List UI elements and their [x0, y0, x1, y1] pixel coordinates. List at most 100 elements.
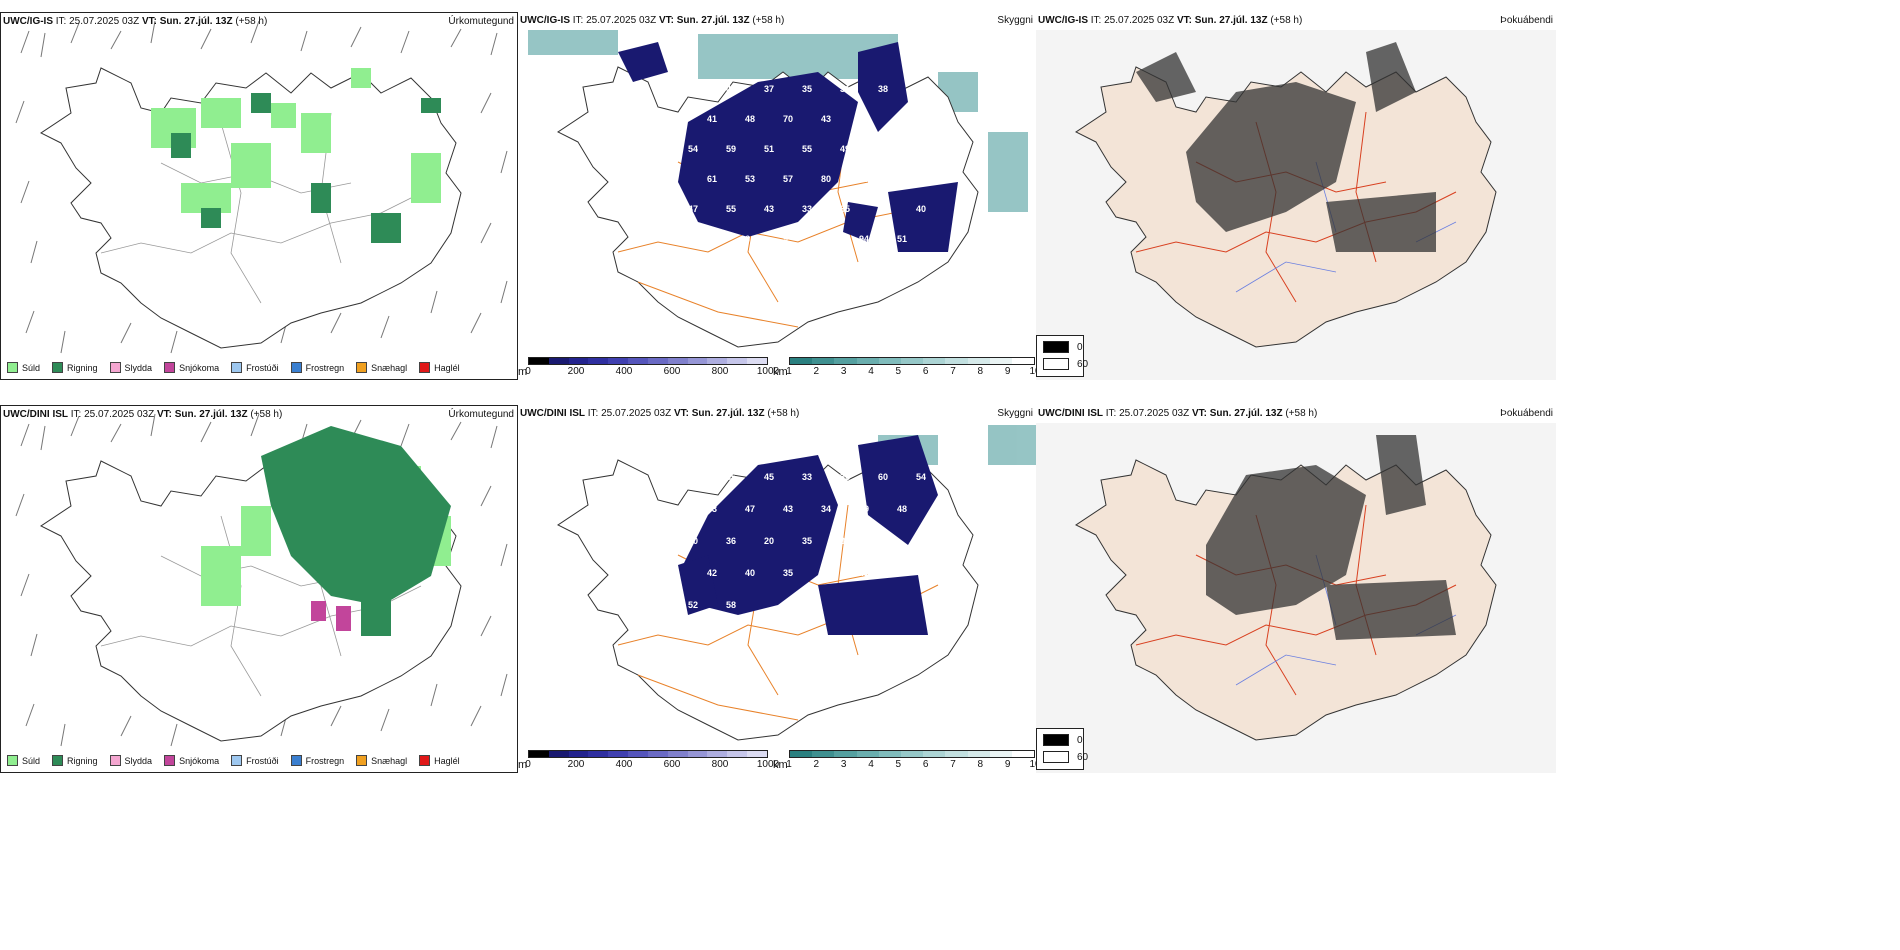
legend-swatch: [231, 755, 243, 766]
cloud-base-areas: [678, 435, 938, 635]
cloud-base-label: 100: [935, 504, 950, 514]
legend-item: Slydda: [109, 362, 152, 373]
colorbar-swatch: [812, 751, 835, 757]
colorbar-tick: 200: [567, 366, 585, 377]
cloud-base-label: 39: [935, 174, 945, 184]
legend-item: Súld: [7, 362, 40, 373]
colorbar-swatch: [529, 358, 549, 364]
precip-map: [15, 20, 508, 354]
precip-map: [15, 413, 508, 747]
cloud-base-label: 31: [840, 84, 850, 94]
cloud-base-label: 65: [878, 144, 888, 154]
colorbar-swatch: [568, 751, 589, 757]
panel-title: UWC/DINI ISL IT: 25.07.2025 03Z VT: Sun.…: [520, 408, 800, 419]
legend-swatch: [52, 755, 64, 766]
colorbar-swatch: [568, 358, 589, 364]
colorbar-swatch: [945, 358, 968, 364]
cloud-base-label: 53: [745, 174, 755, 184]
cloud-base-label: 68: [916, 536, 926, 546]
cloud-base-label: 55: [802, 144, 812, 154]
cloud-base-label: 33: [802, 204, 812, 214]
colorbar-swatch: [967, 358, 990, 364]
colorbar-tick: 5: [895, 759, 902, 770]
legend-item: Slydda: [109, 755, 152, 766]
colorbar-tick: 400: [615, 366, 633, 377]
visibility-ticks: 1 2 3 4 5 6 7 8 9 10: [786, 759, 1036, 773]
colorbar-tick: 9: [1004, 759, 1011, 770]
colorbar-tick: 8: [977, 366, 984, 377]
cloud-base-label: 55: [688, 84, 698, 94]
colorbar-swatch: [529, 751, 549, 757]
legend-swatch: [419, 362, 431, 373]
colorbar-tick: 4: [868, 759, 874, 770]
legend-item: Haglél: [419, 755, 460, 766]
cloud-base-label: 35: [840, 204, 850, 214]
panel-title: UWC/IG-IS IT: 25.07.2025 03Z VT: Sun. 27…: [3, 16, 268, 27]
colorbar-swatch: [856, 358, 879, 364]
colorbar-swatch: [989, 751, 1012, 757]
legend-item: Súld: [7, 755, 40, 766]
cloud-base-label: 45: [707, 234, 717, 244]
precip-legend: Súld Rigning Slydda Snjókoma Frostúði Fr…: [7, 755, 460, 766]
colorbar-swatch: [608, 751, 629, 757]
visibility-ticks: 1 2 3 4 5 6 7 8 9 10: [786, 366, 1036, 380]
fog-map: [1036, 30, 1556, 380]
colorbar-tick: 1000: [756, 366, 780, 377]
cloud-base-label: 70: [688, 536, 698, 546]
colorbar-swatch: [747, 751, 767, 757]
fog-key: 0 60: [1036, 728, 1088, 770]
colorbar-swatch: [548, 358, 569, 364]
colorbar-tick: 6: [922, 366, 929, 377]
cloud-base-label: 57: [783, 174, 793, 184]
panel-title: UWC/DINI ISL IT: 25.07.2025 03Z VT: Sun.…: [1038, 408, 1318, 419]
visibility-colorbar-swatches: [789, 750, 1035, 758]
colorbar-tick: 600: [663, 366, 681, 377]
colorbar-tick: 7: [950, 366, 956, 377]
fog-key-white: [1043, 751, 1069, 763]
rain-areas: [261, 426, 451, 636]
colorbar-swatch: [667, 358, 688, 364]
panel-title: UWC/DINI ISL IT: 25.07.2025 03Z VT: Sun.…: [3, 409, 283, 420]
cloud-base-label: 30: [935, 114, 945, 124]
cloud-base-label: 48: [878, 536, 888, 546]
colorbar-tick: 3: [840, 366, 847, 377]
colorbar-swatch: [727, 358, 748, 364]
height-colorbar: m 0 200 400 600 800 1000: [518, 750, 779, 773]
cloud-base-label: 20: [764, 536, 774, 546]
colorbar-swatch: [687, 751, 708, 757]
visibility-colorbar-swatches: [789, 357, 1035, 365]
colorbar-tick: 800: [711, 759, 729, 770]
colorbar-swatch: [727, 751, 748, 757]
colorbar-swatch: [923, 751, 946, 757]
cloud-base-label: 54: [935, 568, 945, 578]
colorbar-swatch: [628, 358, 648, 364]
precip-panel-bottom: UWC/DINI ISL IT: 25.07.2025 03Z VT: Sun.…: [0, 405, 518, 773]
fog-key: 0 60: [1036, 335, 1088, 377]
legend-item: Snæhagl: [356, 755, 407, 766]
colorbar-swatch: [1011, 751, 1035, 757]
cloud-base-label: 40: [745, 568, 755, 578]
cloud-base-label: 60: [859, 174, 869, 184]
colorbar-swatch: [900, 751, 924, 757]
legend-swatch: [164, 755, 176, 766]
cloud-base-label: 35: [726, 472, 736, 482]
wind-barbs: [15, 20, 508, 354]
cloud-panel-bottom: UWC/DINI ISL IT: 25.07.2025 03Z VT: Sun.…: [518, 405, 1036, 773]
cloud-base-label: 33: [802, 472, 812, 482]
cloud-base-label: 51: [764, 144, 774, 154]
cloud-base-label: 42: [707, 568, 717, 578]
colorbar-swatch: [790, 751, 813, 757]
fog-areas: [1136, 42, 1436, 252]
cloud-base-label: 59: [726, 144, 736, 154]
colorbar-swatch: [834, 358, 857, 364]
colorbar-swatch: [1011, 358, 1035, 364]
colorbar-tick: 400: [615, 759, 633, 770]
colorbar-swatch: [707, 751, 728, 757]
snow-areas: [311, 601, 351, 631]
cloud-base-label: 80: [821, 174, 831, 184]
colorbar-tick: 200: [567, 759, 585, 770]
cloud-base-label: 34: [821, 504, 831, 514]
fog-map: [1036, 423, 1556, 773]
panel-title: UWC/IG-IS IT: 25.07.2025 03Z VT: Sun. 27…: [520, 15, 785, 26]
colorbar-tick: 3: [840, 759, 847, 770]
